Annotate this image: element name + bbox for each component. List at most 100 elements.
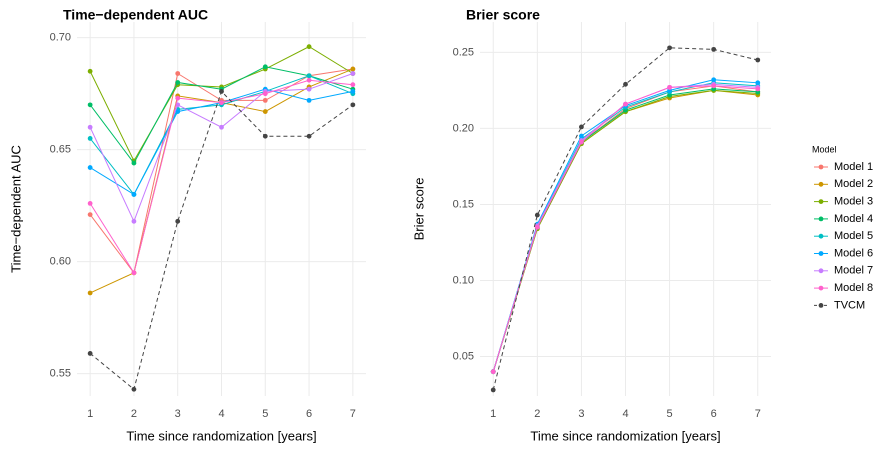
- data-point: [219, 124, 224, 130]
- legend-label: Model 6: [834, 247, 873, 259]
- x-tick-label: 2: [534, 408, 540, 420]
- legend-label: Model 2: [834, 178, 873, 190]
- x-tick-label: 5: [667, 408, 673, 420]
- data-point: [262, 91, 268, 97]
- data-point: [219, 100, 224, 106]
- x-axis-label: Time since randomization [years]: [126, 428, 316, 443]
- x-tick-label: 3: [175, 408, 181, 420]
- data-point: [306, 77, 312, 83]
- data-point: [87, 201, 93, 206]
- data-point: [87, 124, 93, 130]
- y-tick-label: 0.10: [453, 274, 474, 286]
- y-tick-label: 0.55: [50, 368, 71, 380]
- data-point: [667, 84, 672, 90]
- data-point: [490, 387, 496, 393]
- y-tick-label: 0.65: [50, 144, 71, 156]
- data-point: [306, 86, 312, 92]
- data-point: [623, 81, 628, 87]
- x-tick-label: 1: [87, 408, 93, 420]
- y-tick-label: 0.05: [453, 350, 474, 362]
- data-point: [262, 109, 268, 114]
- x-tick-label: 6: [711, 408, 717, 420]
- x-tick-label: 4: [622, 408, 628, 420]
- y-axis-label: Brier score: [411, 178, 426, 241]
- data-point: [262, 97, 268, 103]
- data-point: [87, 136, 93, 141]
- x-tick-label: 5: [262, 408, 268, 420]
- data-point: [711, 46, 717, 52]
- data-point: [87, 68, 93, 74]
- data-point: [534, 224, 540, 230]
- legend-dot: [818, 303, 824, 308]
- x-tick-label: 1: [490, 408, 496, 420]
- data-point: [579, 139, 584, 145]
- data-point: [534, 212, 540, 218]
- legend-dot: [818, 233, 824, 239]
- chart-title: Time−dependent AUC: [63, 7, 208, 23]
- data-point: [131, 218, 137, 224]
- x-tick-label: 2: [131, 408, 137, 420]
- data-point: [175, 95, 181, 101]
- x-tick-label: 7: [755, 408, 761, 420]
- data-point: [623, 101, 628, 107]
- data-point: [755, 57, 761, 63]
- legend-dot: [818, 268, 824, 274]
- data-point: [131, 386, 137, 392]
- y-tick-label: 0.60: [50, 256, 71, 268]
- legend-title: Model: [812, 144, 837, 154]
- data-point: [306, 97, 312, 103]
- data-point: [350, 89, 356, 94]
- y-tick-label: 0.15: [453, 198, 474, 210]
- data-point: [175, 109, 181, 114]
- data-point: [711, 77, 717, 83]
- data-point: [175, 218, 181, 224]
- data-point: [755, 86, 761, 92]
- data-point: [490, 369, 496, 375]
- legend-label: Model 7: [834, 265, 873, 277]
- data-point: [711, 83, 717, 89]
- data-point: [175, 80, 181, 85]
- data-point: [131, 160, 137, 166]
- legend-dot: [818, 199, 824, 205]
- data-point: [350, 82, 356, 88]
- data-point: [131, 270, 137, 276]
- x-tick-label: 7: [350, 408, 356, 420]
- data-point: [306, 44, 312, 50]
- data-point: [131, 192, 137, 197]
- x-tick-label: 3: [578, 408, 584, 420]
- legend-dot: [818, 181, 824, 187]
- data-point: [219, 89, 224, 94]
- y-tick-label: 0.20: [453, 122, 474, 134]
- data-point: [87, 212, 93, 217]
- legend-label: Model 4: [834, 213, 873, 225]
- data-point: [306, 133, 312, 139]
- data-point: [579, 124, 584, 130]
- data-point: [87, 102, 93, 108]
- chart-title: Brier score: [466, 7, 540, 23]
- data-point: [306, 73, 312, 79]
- data-point: [262, 133, 268, 139]
- legend-label: Model 1: [834, 161, 873, 173]
- data-point: [87, 290, 93, 296]
- legend-label: TVCM: [834, 299, 865, 311]
- data-point: [350, 71, 356, 76]
- data-point: [350, 66, 356, 72]
- x-axis-label: Time since randomization [years]: [530, 428, 720, 443]
- y-tick-label: 0.70: [50, 32, 71, 44]
- data-point: [755, 80, 761, 86]
- data-point: [262, 64, 268, 70]
- data-point: [175, 71, 181, 76]
- data-point: [667, 45, 672, 51]
- legend-dot: [818, 251, 824, 256]
- legend-label: Model 5: [834, 230, 873, 242]
- data-point: [87, 165, 93, 170]
- y-tick-label: 0.25: [453, 46, 474, 58]
- legend-label: Model 3: [834, 196, 873, 208]
- y-axis-label: Time−dependent AUC: [8, 145, 23, 273]
- x-tick-label: 6: [306, 408, 312, 420]
- legend-dot: [818, 285, 824, 291]
- data-point: [579, 133, 584, 139]
- data-point: [350, 102, 356, 108]
- legend-dot: [818, 216, 824, 222]
